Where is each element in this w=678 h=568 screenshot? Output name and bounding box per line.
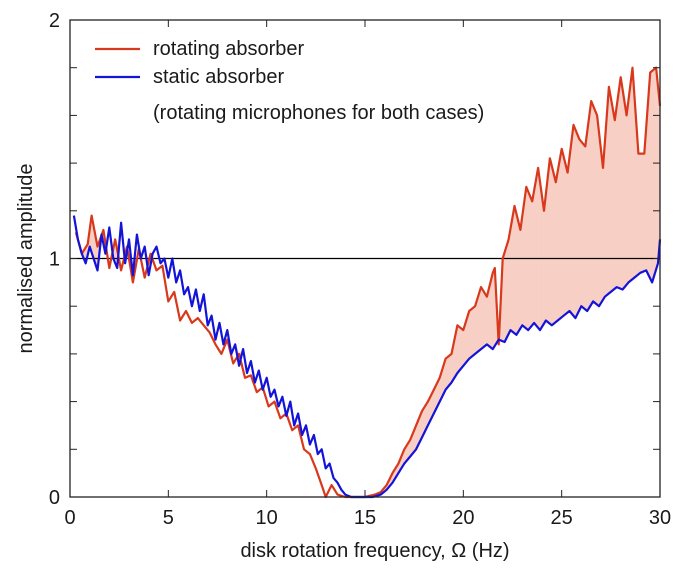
shading-segment (651, 67, 657, 283)
x-tick-label: 20 (452, 507, 474, 529)
shading-segment (468, 305, 476, 360)
legend-note: (rotating microphones for both cases) (153, 102, 484, 124)
shading-segment (563, 156, 568, 317)
x-tick-label: 10 (256, 507, 278, 529)
series-line-static-absorber (72, 215, 662, 499)
shading-segment (622, 89, 627, 291)
shading-segment (610, 97, 616, 293)
x-axis-title: disk rotation frequency, Ω (Hz) (240, 540, 509, 562)
x-tick-label: 25 (551, 507, 573, 529)
legend-label-static-absorber: static absorber (153, 66, 285, 88)
legend-label-rotating-absorber: rotating absorber (153, 38, 305, 60)
series-lines (72, 66, 662, 499)
x-tick-label: 30 (649, 507, 671, 529)
x-tick-label: 0 (64, 507, 75, 529)
shading-segment (557, 148, 562, 322)
y-tick-labels: 0 1 2 (49, 10, 60, 509)
shading-segment (516, 213, 521, 336)
shading-segment (527, 191, 533, 331)
y-tick-label: 0 (49, 487, 60, 509)
legend: rotating absorber static absorber (rotat… (95, 38, 484, 124)
shading-segment (640, 153, 645, 274)
shading-segment (592, 105, 598, 306)
shading-segment (504, 239, 509, 343)
y-axis-title: normalised amplitude (15, 163, 37, 353)
y-tick-label: 1 (49, 249, 60, 271)
series-line-rotating-absorber (74, 66, 662, 499)
x-tick-labels: 0 5 10 15 20 25 30 (64, 507, 671, 529)
x-tick-label: 5 (163, 507, 174, 529)
y-tick-label: 2 (49, 10, 60, 32)
shading-segment (581, 140, 586, 311)
axis-ticks (69, 19, 661, 498)
x-tick-label: 15 (354, 507, 376, 529)
shading-segment (551, 166, 557, 326)
shading-segment (575, 129, 580, 319)
